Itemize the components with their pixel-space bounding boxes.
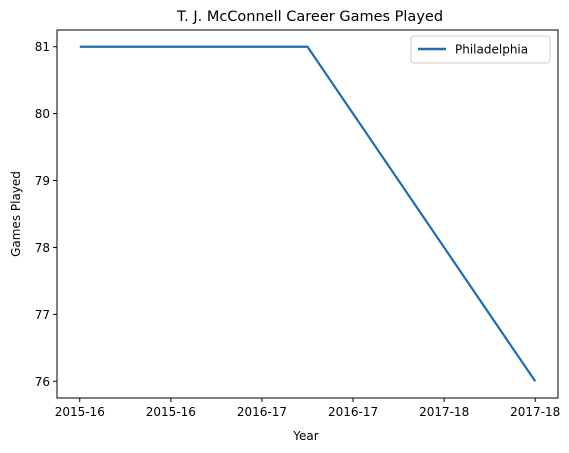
series-layer [79,45,537,382]
y-tick-label: 81 [35,40,50,54]
chart-title: T. J. McConnell Career Games Played [176,9,443,25]
x-tick-label: 2016-17 [237,405,287,419]
y-tick-label: 78 [35,241,50,255]
plot-frame [56,29,559,399]
legend: Philadelphia [410,35,551,64]
y-tick-label: 80 [35,107,50,121]
x-tick-label: 2015-16 [55,405,105,419]
y-tick-label: 77 [35,308,50,322]
plot-area [56,29,559,399]
x-tick-label: 2015-16 [146,405,196,419]
legend-box [410,35,551,64]
y-axis-label: Games Played [9,171,23,257]
legend-label: Philadelphia [455,43,528,57]
y-tick-label: 76 [35,375,50,389]
x-tick-label: 2017-18 [419,405,469,419]
x-tick-label: 2016-17 [328,405,378,419]
y-tick-label: 79 [35,174,50,188]
series-line-philadelphia [79,45,537,382]
x-axis-label: Year [292,429,318,443]
x-axis: 2015-16 2015-16 2016-17 2016-17 2017-18 2017-… [55,398,560,419]
x-tick-label: 2017-18 [510,405,560,419]
y-axis: 76 77 78 79 80 81 [35,40,57,389]
